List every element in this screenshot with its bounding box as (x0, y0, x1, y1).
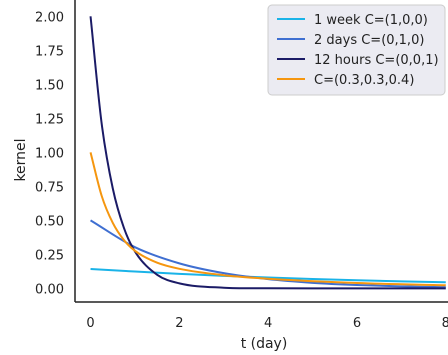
x-tick-label: 4 (264, 316, 272, 331)
x-tick-label: 8 (442, 316, 448, 331)
legend-label: 1 week C=(1,0,0) (314, 13, 428, 28)
y-tick-label: 2.00 (35, 10, 64, 25)
y-axis-label: kernel (13, 138, 29, 181)
x-axis-label: t (day) (241, 336, 288, 352)
legend-label: 2 days C=(0,1,0) (314, 33, 424, 48)
x-tick-label: 0 (86, 316, 94, 331)
y-tick-label: 1.00 (35, 146, 64, 161)
series-line-4 (89, 152, 446, 287)
y-tick-label: 0.75 (35, 180, 64, 195)
y-tick-label: 1.25 (35, 112, 64, 127)
y-tick-label: 1.75 (35, 44, 64, 59)
ticks: 0 2 4 6 8 0.00 0.25 0.50 0.75 1.00 1.25 1.50 1.75 2.0… (35, 10, 448, 331)
y-tick-label: 0.25 (35, 248, 64, 263)
x-tick-label: 6 (353, 316, 361, 331)
series-line-3 (89, 16, 446, 290)
legend: 1 week C=(1,0,0) 2 days C=(0,1,0) 12 hours… (267, 4, 446, 96)
axes (74, 0, 448, 303)
y-tick-label: 0.00 (35, 282, 64, 297)
y-tick-label: 0.50 (35, 214, 64, 229)
plot-area (89, 16, 446, 290)
legend-label: C=(0.3,0.3,0.4) (314, 73, 414, 88)
legend-label: 12 hours C=(0,0,1) (314, 53, 439, 68)
series-line-1 (90, 267, 446, 284)
legend-box (267, 4, 446, 96)
y-tick-label: 1.50 (35, 78, 64, 93)
x-tick-label: 2 (175, 316, 183, 331)
